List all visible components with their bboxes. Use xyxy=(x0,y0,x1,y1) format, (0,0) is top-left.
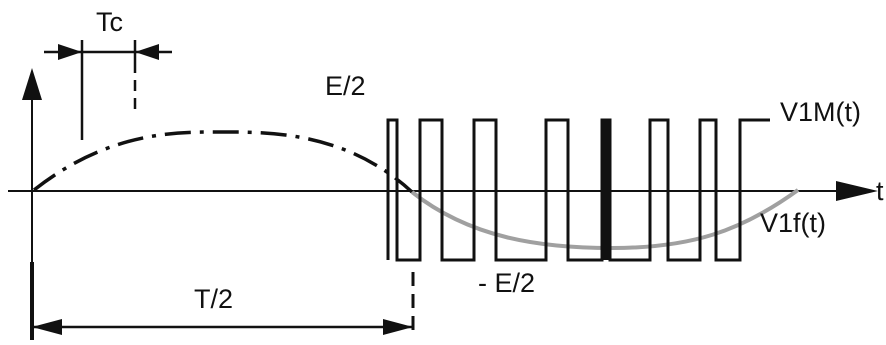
label-tc: Tc xyxy=(96,7,123,37)
tc-arrowhead-right xyxy=(135,44,159,60)
t-half-arrowhead-left xyxy=(32,319,62,335)
label-neg-e-half: - E/2 xyxy=(478,268,535,298)
time-axis-arrowhead xyxy=(836,181,878,201)
fundamental-negative-half xyxy=(410,188,800,251)
label-e-half: E/2 xyxy=(325,71,366,101)
label-v1f: V1f(t) xyxy=(760,208,826,238)
label-time-axis: t xyxy=(876,176,884,206)
vertical-axis-arrowhead xyxy=(22,68,42,100)
t-half-arrowhead-right xyxy=(383,319,413,335)
label-t-half: T/2 xyxy=(194,284,233,314)
fundamental-positive-half xyxy=(32,130,414,194)
tc-arrowhead-left xyxy=(58,44,82,60)
label-v1m: V1M(t) xyxy=(780,97,861,127)
pwm-square-wave xyxy=(386,118,770,262)
